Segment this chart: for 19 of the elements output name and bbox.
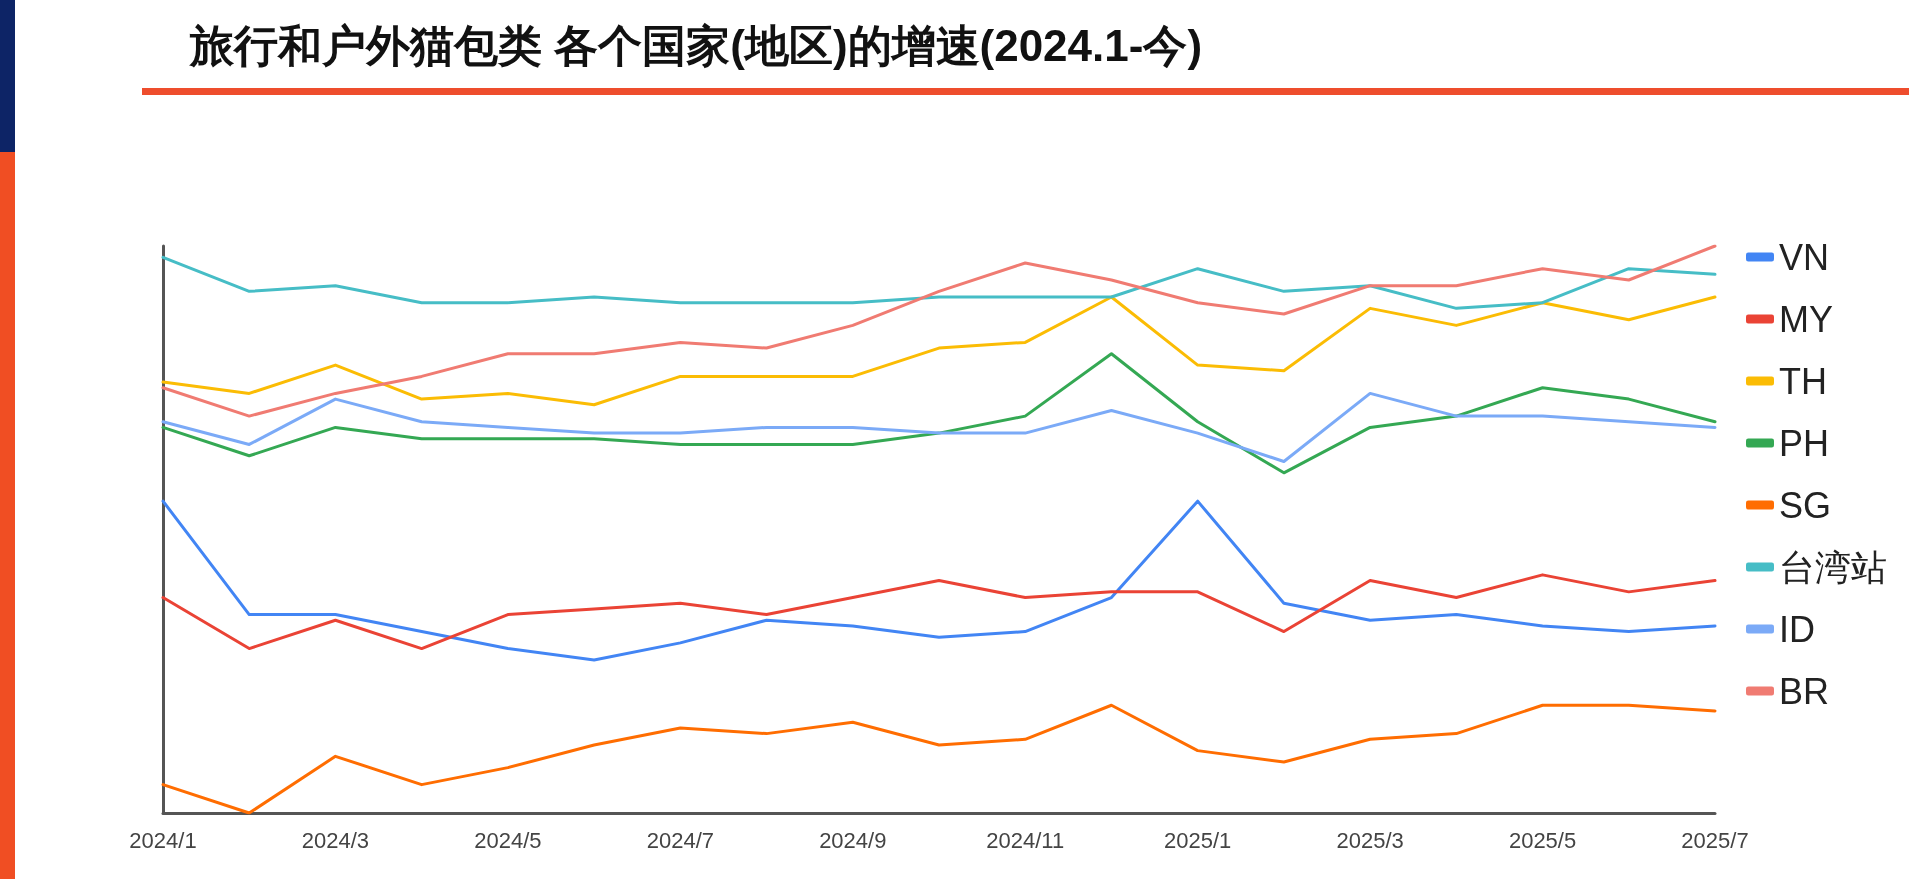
legend-label: VN <box>1779 236 1830 278</box>
legend-label: PH <box>1779 422 1830 464</box>
legend-label: 台湾站 <box>1779 546 1887 588</box>
legend-label: TH <box>1779 360 1827 402</box>
legend-label: BR <box>1779 670 1830 712</box>
x-tick-label: 2025/5 <box>1508 827 1577 853</box>
x-tick-label: 2024/11 <box>986 827 1065 853</box>
x-tick-label: 2025/1 <box>1164 827 1232 853</box>
x-tick-label: 2024/3 <box>301 827 370 853</box>
legend-label: ID <box>1779 608 1815 650</box>
x-tick-label: 2024/7 <box>646 827 714 853</box>
x-tick-label: 2024/5 <box>474 827 542 853</box>
x-tick-label: 2024/9 <box>819 827 887 853</box>
legend-label: SG <box>1779 484 1832 526</box>
x-tick-label: 2025/3 <box>1336 827 1404 853</box>
x-tick-label: 2025/7 <box>1681 827 1749 853</box>
x-tick-label: 2024/1 <box>129 827 197 853</box>
legend-label: MY <box>1779 298 1833 340</box>
chart-title: 旅行和户外猫包类 各个国家(地区)的增速(2024.1-今) <box>190 20 1203 72</box>
